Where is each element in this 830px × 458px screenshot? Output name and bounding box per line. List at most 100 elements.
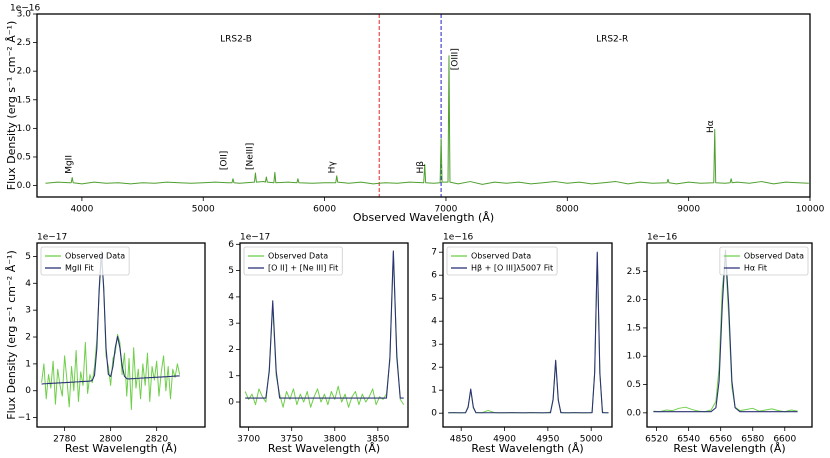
panel: 4850 4900 4950 5000 0 1 2 3 4 5 6 7 1e−16 Rest Wavele… [431,233,613,455]
x-tick-label: 9000 [677,205,700,215]
x-axis-label: Rest Wavelength (Å) [65,442,177,455]
y-tick-label: 5 [228,266,234,276]
x-tick-label: 10000 [796,205,825,215]
series-line [448,252,609,414]
x-tick-label: 5000 [192,205,215,215]
y-tick-label: 1.5 [627,323,641,333]
y-tick-label: 7 [431,248,437,258]
x-tick-label: 2820 [145,435,168,445]
y-tick-label: 4 [228,292,234,302]
legend: Observed Data MgII Fit [40,246,130,276]
series-line [244,251,405,408]
y-tick-label: 3 [228,319,234,329]
y-tick-label: 2.0 [17,67,32,77]
annotation: Hα [706,120,716,133]
legend-label: Observed Data [268,252,328,261]
series-line [448,251,609,414]
y-tick-label: 0.5 [17,152,31,162]
y-tick-label: 2 [228,345,234,355]
legend-label: Observed Data [65,252,125,261]
x-tick-label: 4950 [536,435,559,445]
annotation: Hβ [416,161,426,174]
annotation: Hγ [327,161,337,174]
panel: 6520 6540 6560 6580 6600 0.0 0.5 1.0 1.5 2.0 2.5 1e… [627,233,813,455]
panel: 4000 5000 6000 7000 8000 9000 10000 0.0 0.5 1.0 1.… [5,4,825,225]
y-tick-label: 2.0 [627,295,642,305]
x-tick-label: 7000 [434,205,457,215]
y-tick-label: 6 [431,271,437,281]
series-line [245,250,404,399]
y-tick-label: 3.0 [17,10,32,20]
y-tick-label: 5 [25,252,31,262]
y-tick-label: 4 [25,279,31,289]
x-tick-label: 2780 [53,435,76,445]
legend-label: Observed Data [471,252,531,261]
annotation: LRS2-B [220,35,252,45]
series-line [653,256,798,413]
y-tick-label: 2.5 [627,267,641,277]
x-tick-label: 5000 [580,435,603,445]
y-tick-label: 1.0 [17,124,32,134]
series-line [41,255,181,411]
axes-frame [442,242,613,428]
y-tick-label: 0.0 [17,181,32,191]
panel: 2780 2800 2820 −1 0 1 2 3 4 5 1e−17 Rest Wavelength… [5,233,206,455]
legend: Observed Data Hβ + [O III]λ5007 Fit [446,246,558,276]
panel: 3700 3750 3800 3850 0 1 2 3 4 5 6 1e−17 Rest Wavelen… [228,233,409,455]
axes-frame [36,13,811,198]
y-tick-label: 0 [25,386,31,396]
legend-label: Hα Fit [744,264,767,273]
annotation: LRS2-R [596,35,628,45]
x-tick-label: 8000 [556,205,579,215]
x-tick-label: 3700 [237,435,260,445]
offset-label: 1e−16 [443,233,474,243]
y-tick-label: 1.5 [17,95,31,105]
annotation: [OIII] [451,48,461,70]
y-tick-label: 1 [431,386,437,396]
y-tick-label: −1 [18,413,31,423]
x-tick-label: 6580 [741,435,764,445]
y-tick-label: 0.0 [627,408,642,418]
y-tick-label: 3 [431,340,437,350]
x-tick-label: 4850 [450,435,473,445]
y-tick-label: 0 [228,398,234,408]
annotation: [OII] [219,151,229,170]
y-tick-label: 2.5 [17,38,31,48]
offset-label: 1e−16 [10,4,41,14]
annotation: MgII [64,155,74,174]
y-tick-label: 3 [25,306,31,316]
x-tick-label: 6540 [677,435,700,445]
x-tick-label: 3750 [280,435,303,445]
x-tick-label: 3800 [323,435,346,445]
y-tick-label: 6 [228,240,234,250]
axes-frame [36,242,206,428]
legend: Observed Data Hα Fit [719,246,809,276]
offset-label: 1e−17 [37,233,67,243]
axes-frame [239,242,409,428]
legend-label: Observed Data [744,252,804,261]
x-tick-label: 6520 [645,435,668,445]
x-tick-label: 4900 [493,435,516,445]
x-axis-label: Rest Wavelength (Å) [673,442,785,455]
legend: Observed Data [O II] + [Ne III] Fit [243,246,343,276]
annotation: [NeIII] [245,143,255,170]
y-tick-label: 0.5 [627,380,641,390]
y-tick-label: 1.0 [627,352,642,362]
legend-box [446,246,558,276]
y-tick-label: 0 [431,409,437,419]
legend-label: Hβ + [O III]λ5007 Fit [471,264,553,273]
y-tick-label: 4 [431,317,437,327]
y-axis-label: Flux Density (erg s⁻¹ cm⁻² Å⁻¹) [5,21,18,191]
legend-label: [O II] + [Ne III] Fit [268,264,338,273]
y-axis-label: Flux Density (erg s⁻¹ cm⁻² Å⁻¹) [5,250,18,420]
x-tick-label: 6000 [313,205,336,215]
legend-box [243,246,343,276]
legend-label: MgII Fit [65,264,94,273]
x-tick-label: 2800 [99,435,122,445]
axes-frame [646,242,813,428]
y-tick-label: 1 [25,359,31,369]
x-tick-label: 6560 [709,435,732,445]
x-tick-label: 4000 [70,205,93,215]
x-axis-label: Rest Wavelength (Å) [268,442,380,455]
